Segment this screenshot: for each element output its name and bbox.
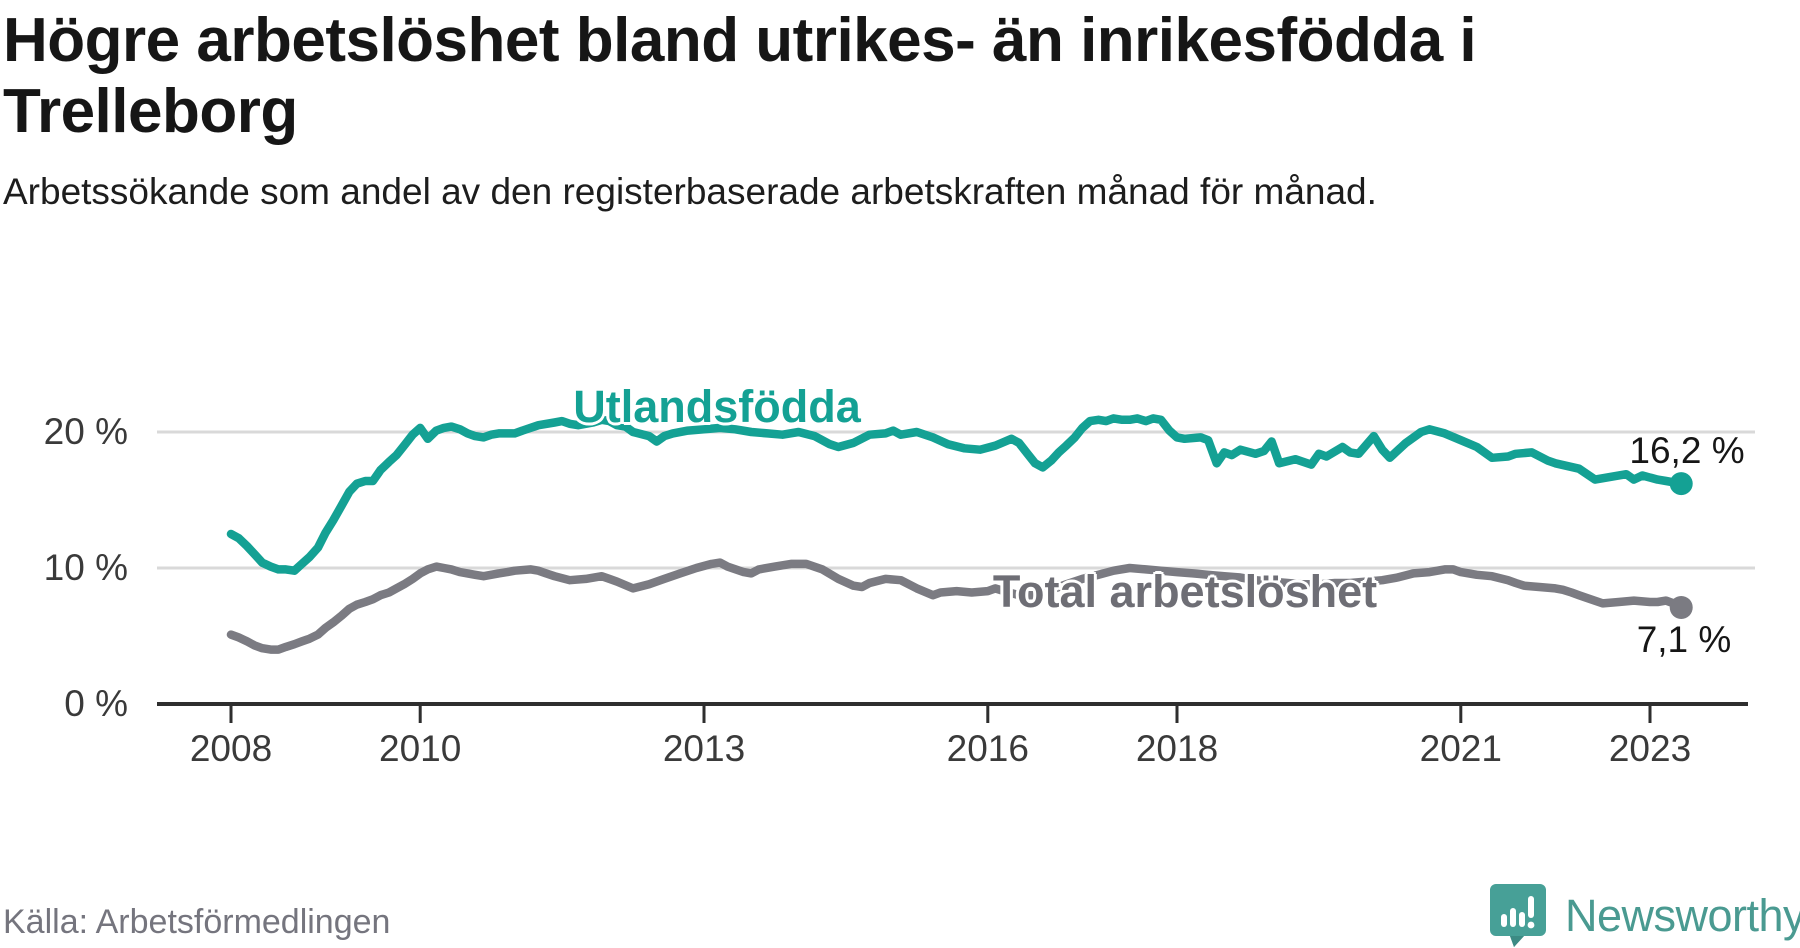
y-axis-label-10: 10 %: [43, 547, 128, 588]
newsworthy-wordmark: Newsworthy: [1565, 890, 1800, 941]
series-label-total-arbetsloshet: Total arbetslöshet: [992, 566, 1378, 617]
newsworthy-logo: Newsworthy: [1490, 884, 1800, 948]
x-axis-label-2008: 2008: [189, 728, 273, 769]
x-axis-label-2021: 2021: [1419, 728, 1502, 769]
x-axis-label-2023: 2023: [1608, 728, 1692, 769]
chart-title: Högre arbetslöshet bland utrikes- än inr…: [3, 6, 1477, 146]
x-axis-label-2013: 2013: [662, 728, 746, 769]
x-axis-label-2010: 2010: [379, 728, 462, 769]
end-value-label-total: 7,1 %: [1636, 619, 1732, 660]
y-axis-label-20: 20 %: [43, 411, 128, 452]
end-dot-total-arbetsl-shet: [1669, 595, 1693, 619]
newsworthy-speech-bubble-chart-icon: [1490, 884, 1546, 947]
end-dot-utlandsf-dda: [1669, 472, 1693, 496]
end-value-label-utlandsfodda: 16,2 %: [1629, 430, 1745, 471]
source-note: Källa: Arbetsförmedlingen: [3, 903, 391, 941]
series-line-total-arbetsl-shet: [226, 558, 1686, 654]
y-axis-label-0: 0 %: [64, 683, 128, 724]
series-label-utlandsfodda: Utlandsfödda: [573, 381, 861, 432]
x-axis-label-2018: 2018: [1135, 728, 1219, 769]
x-axis-label-2016: 2016: [946, 728, 1029, 769]
series-line-utlandsf-dda: [226, 414, 1686, 575]
chart-subtitle: Arbetssökande som andel av den registerb…: [3, 171, 1377, 212]
